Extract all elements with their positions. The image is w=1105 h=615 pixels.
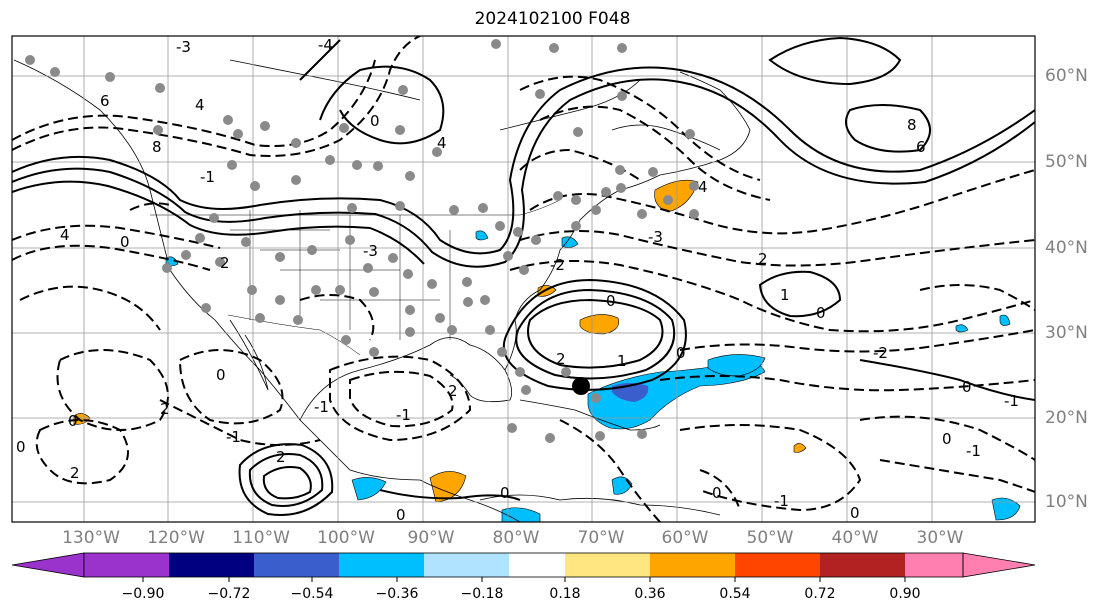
longitude-label: 60°W bbox=[661, 528, 709, 548]
contour-label: -3 bbox=[648, 228, 663, 246]
latitude-label: 50°N bbox=[1045, 152, 1088, 172]
contour-label: -2 bbox=[550, 256, 565, 274]
colorbar-tick-label: −0.36 bbox=[375, 586, 419, 602]
contour-label: -1 bbox=[396, 406, 411, 424]
colorbar-tick-label: 0.54 bbox=[719, 586, 751, 602]
shaded-regions bbox=[73, 179, 1021, 522]
positive-contours bbox=[12, 36, 1035, 516]
colorbar-swatch bbox=[820, 553, 905, 577]
contour-label: 6 bbox=[916, 138, 926, 156]
colorbar-tick-label: −0.90 bbox=[121, 586, 165, 602]
contour-label: 2 bbox=[758, 250, 768, 268]
contour-label: 0 bbox=[712, 484, 722, 502]
latitude-label: 40°N bbox=[1045, 238, 1088, 258]
latitude-label: 30°N bbox=[1045, 323, 1088, 343]
contour-label: 2 bbox=[448, 382, 458, 400]
longitude-label: 100°W bbox=[317, 528, 375, 548]
contour-label: 0 bbox=[370, 112, 380, 130]
latitude-label: 10°N bbox=[1045, 492, 1088, 512]
contour-label: 0 bbox=[816, 304, 826, 322]
latitude-label: 20°N bbox=[1045, 408, 1088, 428]
longitude-label: 50°W bbox=[746, 528, 794, 548]
longitude-label: 30°W bbox=[916, 528, 964, 548]
colorbar-tick-label: 0.18 bbox=[549, 586, 581, 602]
contour-label: 0 bbox=[942, 430, 952, 448]
contour-label: -1 bbox=[314, 398, 329, 416]
contour-label: 8 bbox=[907, 116, 917, 134]
contour-label: 8 bbox=[152, 138, 162, 156]
colorbar-tick-label: 0.72 bbox=[804, 586, 836, 602]
contour-label: 2 bbox=[556, 350, 566, 368]
storm-center-marker bbox=[572, 377, 590, 395]
latitude-label: 60°N bbox=[1045, 66, 1088, 86]
contour-label: 2 bbox=[160, 400, 170, 418]
contour-label: 4 bbox=[437, 134, 447, 152]
colorbar-swatch bbox=[339, 553, 424, 577]
contour-labels: -3 -4 4 4 8 6 8 4 0 2 -3 -3 2 4 1 0 -2 0… bbox=[16, 36, 1019, 524]
contour-label: 6 bbox=[100, 92, 110, 110]
colorbar-outline bbox=[83, 552, 964, 578]
longitude-label: 70°W bbox=[577, 528, 625, 548]
contour-label: 4 bbox=[60, 226, 70, 244]
station-dots bbox=[25, 39, 699, 443]
colorbar-tick-label: 0.36 bbox=[634, 586, 666, 602]
contour-label: 0 bbox=[962, 378, 972, 396]
colorbar-under-extension bbox=[11, 552, 85, 578]
contour-label: 0 bbox=[396, 506, 406, 524]
contour-label: 2 bbox=[70, 464, 80, 482]
colorbar-swatch bbox=[424, 553, 509, 577]
map-frame bbox=[11, 35, 1036, 523]
colorbar-swatch bbox=[84, 553, 169, 577]
colorbar-swatch bbox=[169, 553, 254, 577]
longitude-label: 90°W bbox=[407, 528, 455, 548]
colorbar-swatch bbox=[905, 553, 963, 577]
contour-label: -3 bbox=[176, 38, 191, 56]
contour-label: 0 bbox=[16, 438, 26, 456]
colorbar-tick-label: −0.72 bbox=[207, 586, 251, 602]
contour-label: 0 bbox=[500, 484, 510, 502]
contour-label: 2 bbox=[276, 448, 286, 466]
contour-label: 0 bbox=[850, 504, 860, 522]
contour-label: -4 bbox=[318, 36, 333, 54]
longitude-label: 130°W bbox=[62, 528, 120, 548]
colorbar bbox=[11, 552, 1036, 582]
colorbar-swatch bbox=[650, 553, 735, 577]
map-title: 2024102100 F048 bbox=[474, 9, 631, 29]
contour-label: 1 bbox=[780, 286, 790, 304]
colorbar-tick-label: 0.90 bbox=[889, 586, 921, 602]
contour-label: 0 bbox=[606, 292, 616, 310]
colorbar-tick-label: −0.54 bbox=[290, 586, 334, 602]
contour-label: 0 bbox=[68, 412, 78, 430]
colorbar-swatch bbox=[565, 553, 650, 577]
contour-label: -1 bbox=[1004, 392, 1019, 410]
contour-label: 0 bbox=[676, 344, 686, 362]
contour-label: -1 bbox=[226, 428, 241, 446]
graticule bbox=[12, 36, 1035, 522]
contour-label: 4 bbox=[698, 178, 708, 196]
negative-contours bbox=[12, 36, 1035, 522]
contour-label: 0 bbox=[120, 233, 130, 251]
contour-label: 4 bbox=[195, 96, 205, 114]
colorbar-swatch bbox=[509, 553, 565, 577]
contour-label: -1 bbox=[966, 442, 981, 460]
colorbar-over-extension bbox=[962, 552, 1036, 578]
longitude-label: 120°W bbox=[147, 528, 205, 548]
contour-label: -1 bbox=[200, 168, 215, 186]
longitude-label: 40°W bbox=[831, 528, 879, 548]
coastlines bbox=[13, 59, 751, 522]
contour-label: 2 bbox=[220, 254, 230, 272]
longitude-label: 110°W bbox=[232, 528, 290, 548]
colorbar-swatch bbox=[735, 553, 820, 577]
contour-label: -2 bbox=[873, 344, 888, 362]
contour-label: -3 bbox=[363, 242, 378, 260]
contour-label: -1 bbox=[774, 492, 789, 510]
longitude-label: 80°W bbox=[492, 528, 540, 548]
contour-label: 1 bbox=[617, 352, 627, 370]
colorbar-swatch bbox=[254, 553, 339, 577]
contour-label: 0 bbox=[216, 366, 226, 384]
colorbar-tick-label: −0.18 bbox=[460, 586, 504, 602]
